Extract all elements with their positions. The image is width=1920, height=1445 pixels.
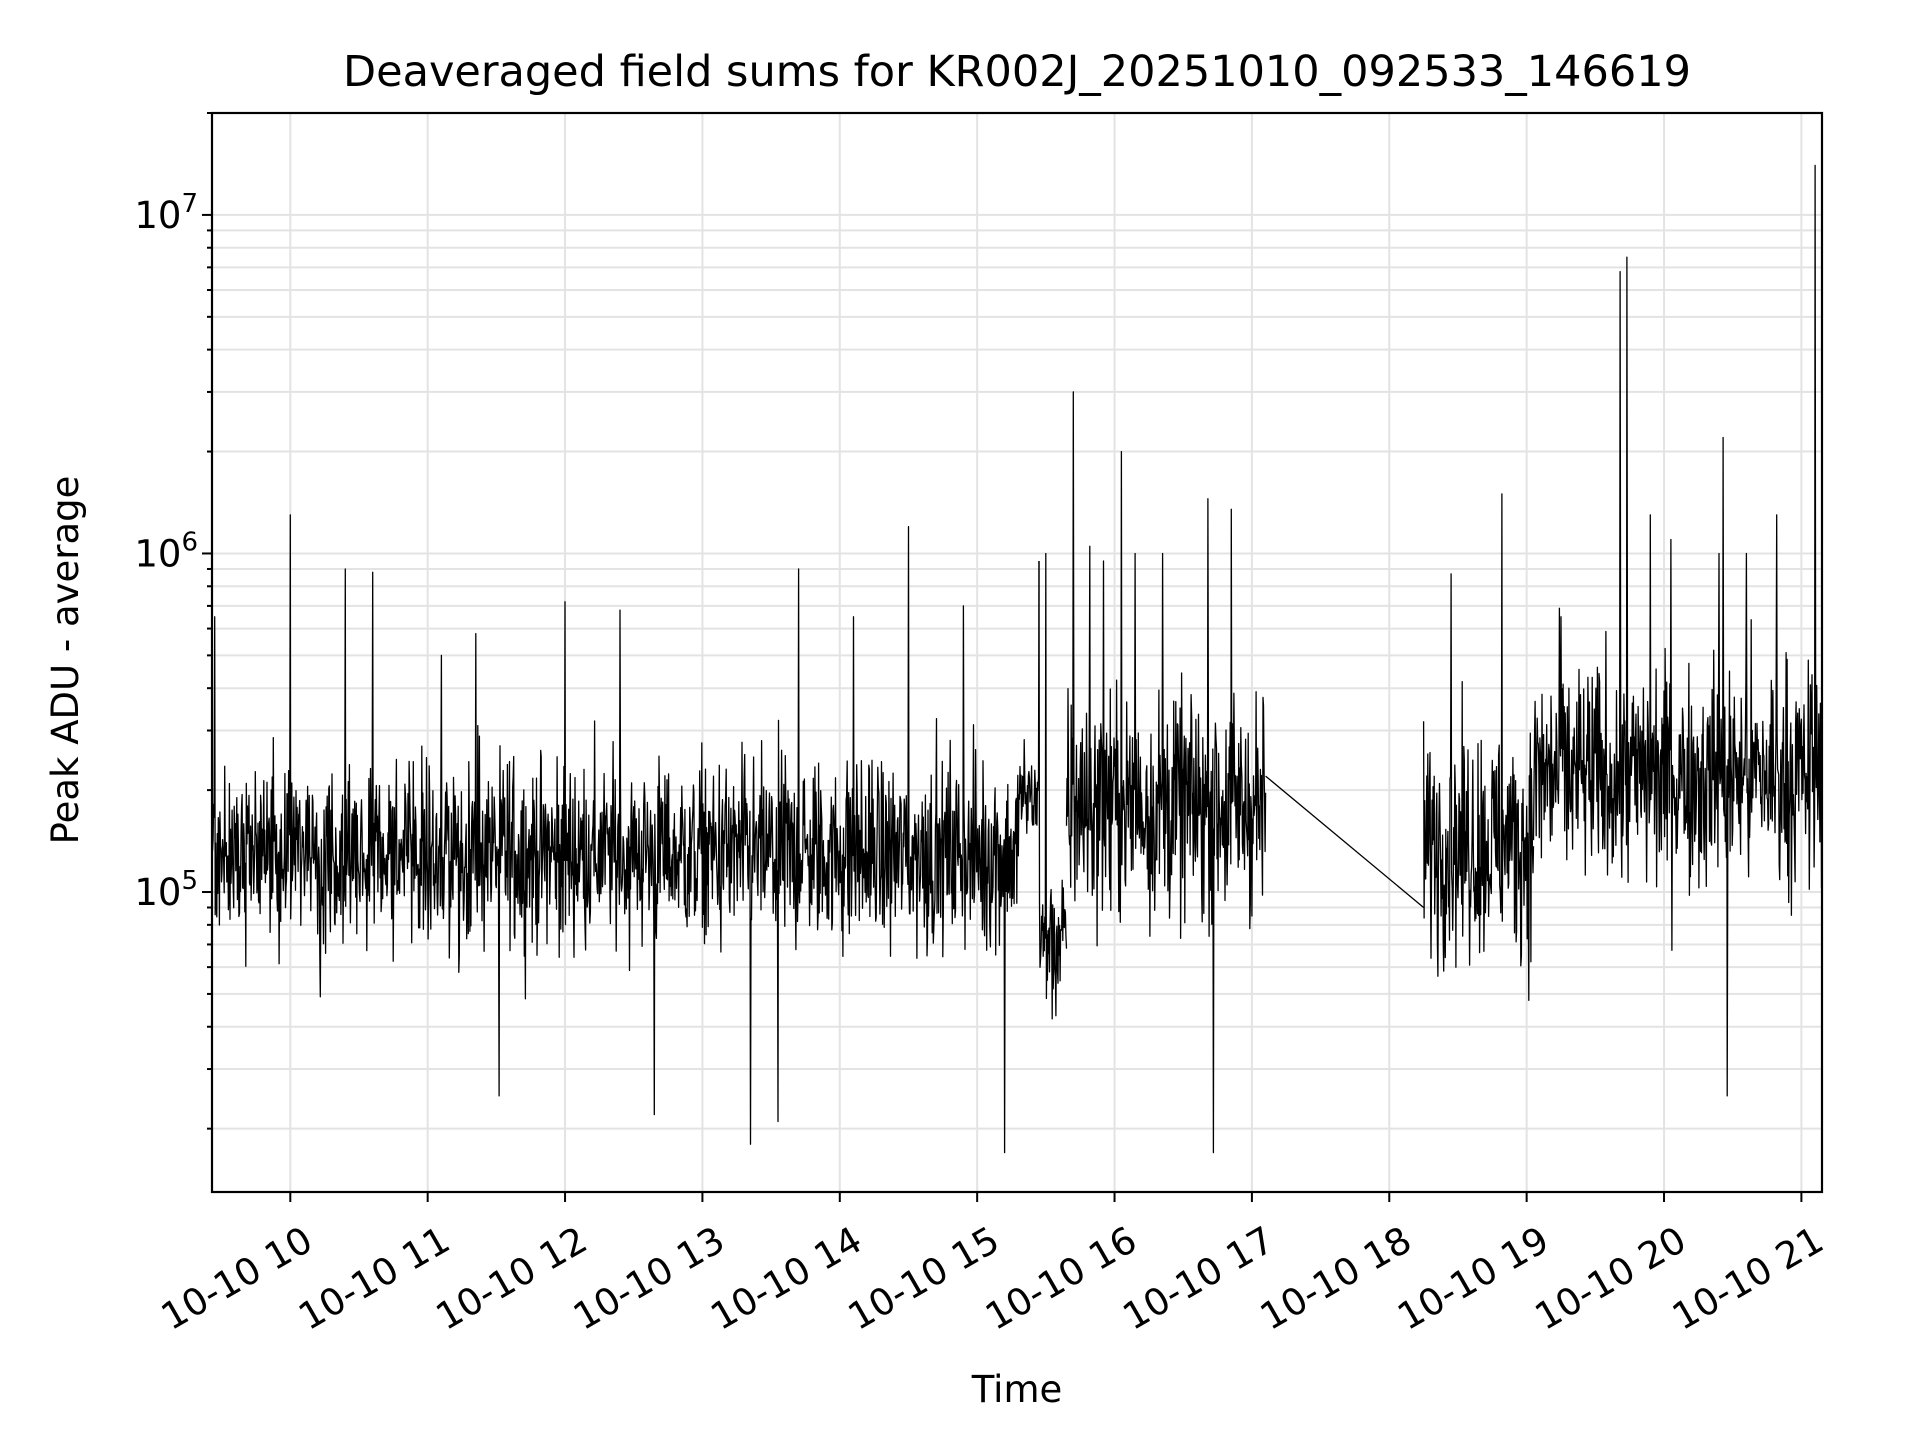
series-gap-line [1265, 775, 1425, 908]
y-axis-label: Peak ADU - average [44, 476, 87, 845]
x-tick-label: 10-10 17 [1116, 1218, 1282, 1338]
x-tick-label: 10-10 13 [566, 1218, 732, 1338]
series-segment-4 [1422, 493, 1535, 1002]
x-tick-label: 10-10 14 [704, 1218, 870, 1338]
series-segment-3 [1065, 391, 1267, 1154]
x-tick-label: 10-10 19 [1390, 1218, 1556, 1338]
x-tick-label: 10-10 18 [1253, 1218, 1419, 1338]
series-segment-0 [211, 514, 1020, 1154]
x-tick-label: 10-10 20 [1528, 1218, 1694, 1338]
x-tick-label: 10-10 15 [841, 1218, 1007, 1338]
x-axis-label: Time [971, 1368, 1063, 1411]
series-segment-5 [1532, 164, 1823, 1097]
x-tick-label: 10-10 10 [154, 1218, 320, 1338]
series-segment-2 [1038, 552, 1068, 1020]
y-tick-label: 107 [134, 189, 198, 237]
x-tick-label: 10-10 12 [429, 1218, 595, 1338]
series-segment-1 [1017, 560, 1040, 852]
x-tick-label: 10-10 21 [1665, 1218, 1831, 1338]
axes-frame [210, 111, 1824, 1194]
y-tick-label: 106 [134, 527, 198, 575]
x-tick-label: 10-10 16 [978, 1218, 1144, 1338]
chart-title: Deaveraged field sums for KR002J_2025101… [343, 47, 1691, 97]
x-tick-label: 10-10 11 [291, 1218, 457, 1338]
gridlines [212, 112, 1822, 1192]
data-series [211, 164, 1823, 1154]
y-tick-label: 105 [134, 866, 198, 914]
